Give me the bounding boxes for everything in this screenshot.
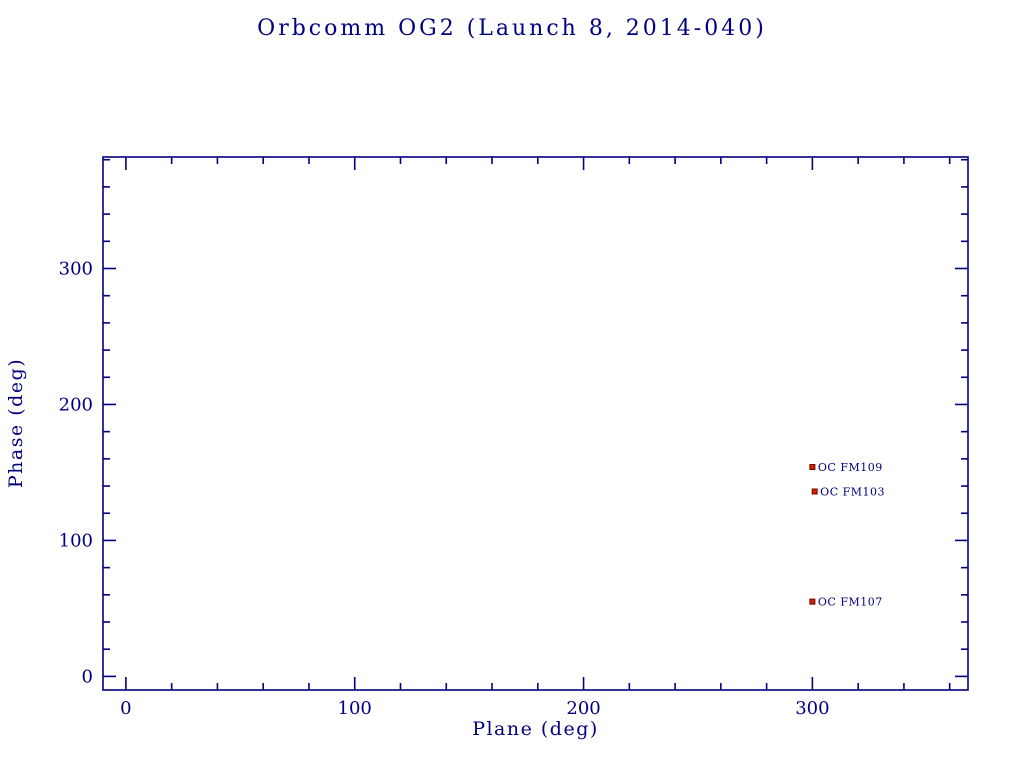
x-axis-label: Plane (deg) <box>472 718 599 740</box>
x-tick-label: 200 <box>566 698 600 719</box>
chart-title: Orbcomm OG2 (Launch 8, 2014-040) <box>257 16 767 41</box>
data-point <box>809 464 816 471</box>
y-tick-label: 100 <box>59 530 93 551</box>
data-point-label: OC FM103 <box>820 485 885 498</box>
x-tick-label: 100 <box>338 698 372 719</box>
y-tick-label: 300 <box>59 258 93 279</box>
y-tick-label: 200 <box>59 394 93 415</box>
data-point <box>809 598 816 605</box>
y-tick-label: 0 <box>82 666 93 687</box>
plot-frame <box>102 156 969 691</box>
x-tick-label: 0 <box>120 698 131 719</box>
data-point <box>811 488 818 495</box>
data-point-label: OC FM107 <box>818 596 883 609</box>
x-tick-label: 300 <box>795 698 829 719</box>
data-point-label: OC FM109 <box>818 461 883 474</box>
